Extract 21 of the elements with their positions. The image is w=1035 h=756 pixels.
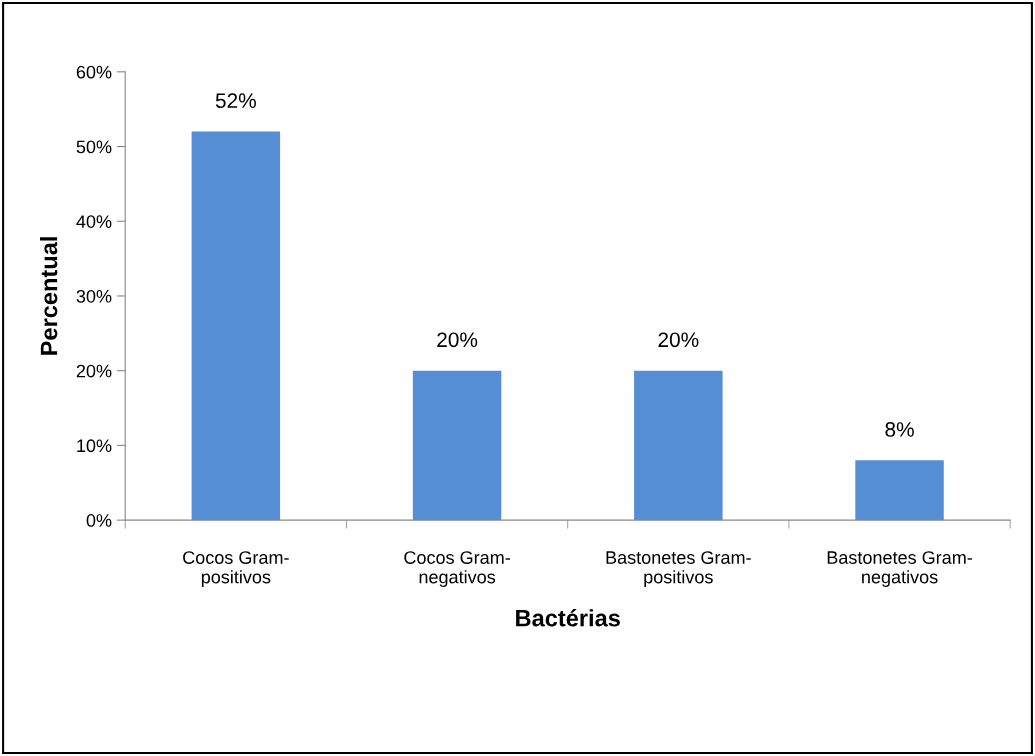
y-tick-label: 30% — [76, 289, 112, 303]
x-tick-label: Cocos Gram- positivos — [183, 551, 289, 587]
data-label: 52% — [215, 93, 256, 109]
x-axis-title: Bactérias — [516, 608, 620, 627]
x-tick-label: Bastonetes Gram- negativos — [827, 551, 972, 587]
y-tick-label: 60% — [76, 65, 112, 79]
data-label: 8% — [885, 422, 914, 437]
y-tick-label: 0% — [86, 514, 112, 527]
bar — [412, 370, 502, 521]
data-label: 20% — [437, 332, 478, 348]
x-tick-label: Cocos Gram- negativos — [404, 551, 510, 587]
bar — [855, 460, 944, 521]
bar — [191, 131, 281, 521]
y-tick-label: 40% — [76, 215, 112, 228]
y-tick-label: 50% — [76, 140, 112, 154]
bar — [634, 370, 723, 521]
x-tick-label: Bastonetes Gram- positivos — [606, 551, 751, 587]
y-tick-label: 20% — [76, 364, 112, 378]
y-tick-label: 10% — [77, 439, 112, 453]
y-axis-title: Percentual — [40, 237, 58, 355]
data-label: 20% — [658, 332, 699, 348]
